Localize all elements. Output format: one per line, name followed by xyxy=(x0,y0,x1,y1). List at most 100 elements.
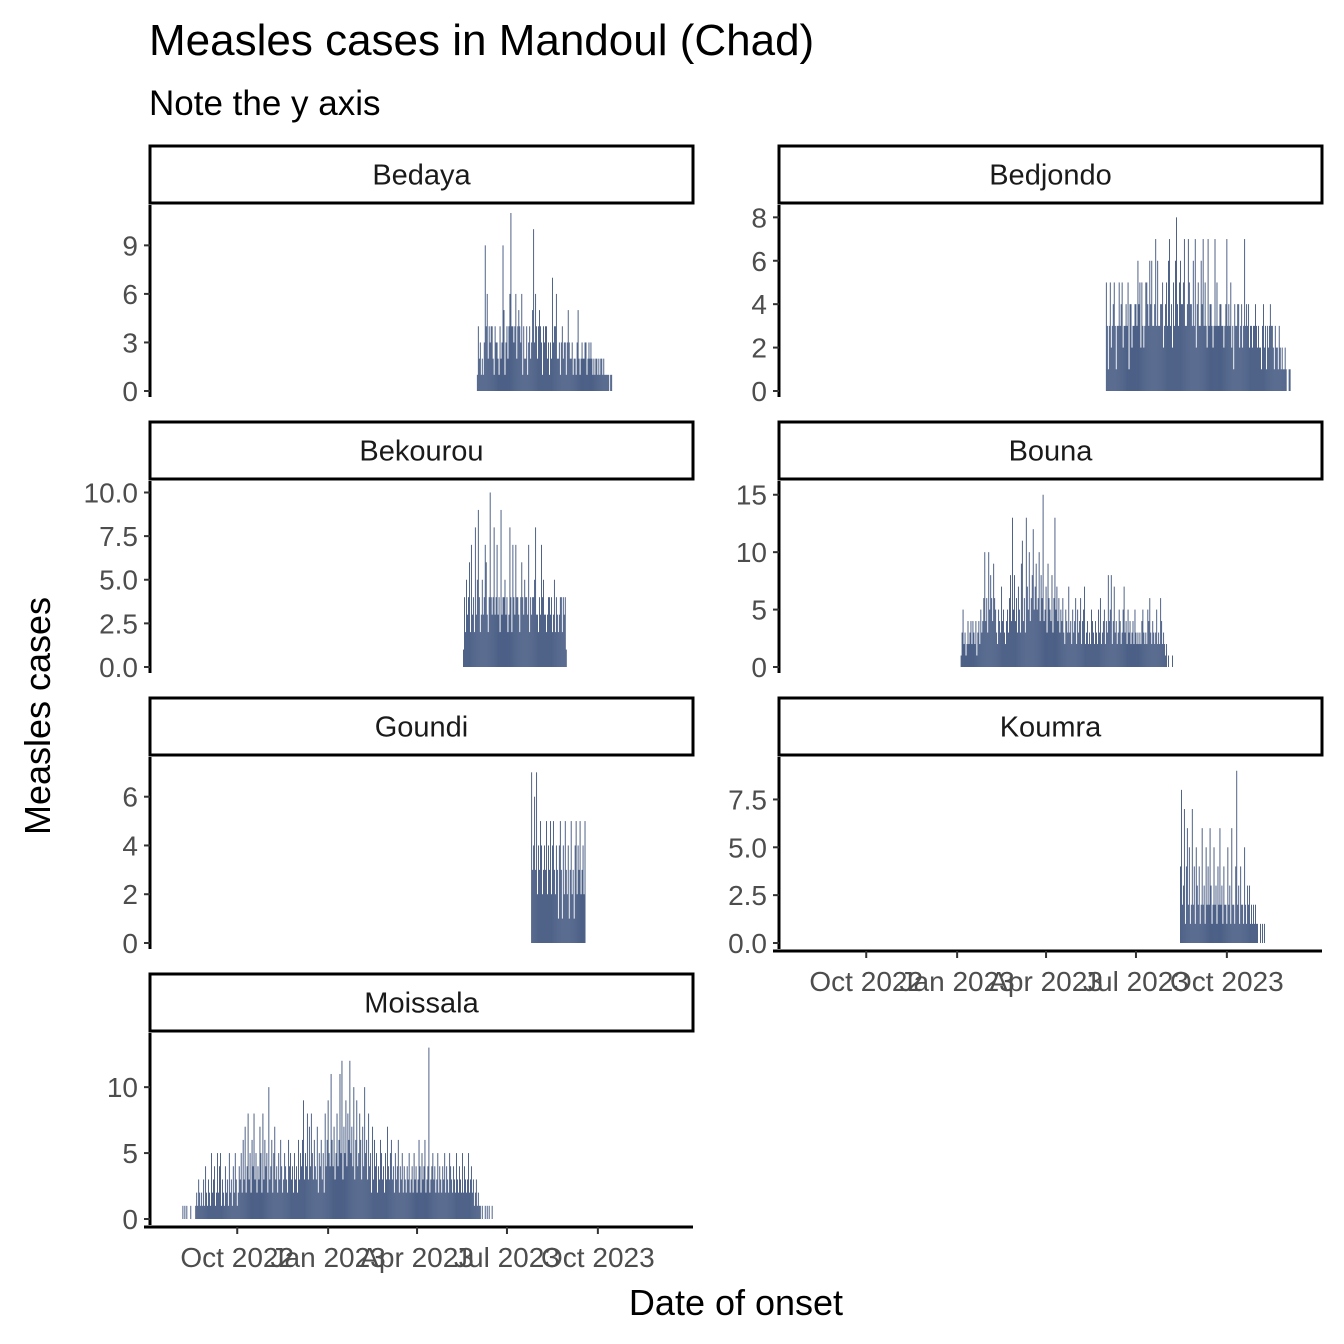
bar xyxy=(548,342,549,391)
bar xyxy=(309,1166,311,1219)
bar xyxy=(397,1139,399,1219)
bar xyxy=(542,894,543,943)
bar xyxy=(391,1179,393,1219)
bar xyxy=(559,821,561,943)
bar xyxy=(1158,325,1160,391)
bar xyxy=(1057,621,1059,667)
y-tick-label: 5 xyxy=(122,1138,138,1169)
bar xyxy=(1191,325,1193,391)
bar xyxy=(1263,923,1265,943)
bar xyxy=(988,552,990,667)
bar xyxy=(1137,632,1139,667)
bar xyxy=(399,1166,401,1219)
bar xyxy=(311,1153,313,1219)
bar xyxy=(969,632,971,667)
bar xyxy=(1094,644,1095,667)
bar xyxy=(993,563,995,667)
bar xyxy=(1155,632,1157,667)
bar xyxy=(483,342,485,391)
bar xyxy=(1018,609,1020,667)
bar xyxy=(574,845,576,943)
bar xyxy=(611,374,613,391)
bar xyxy=(1006,621,1007,667)
bar xyxy=(1210,304,1212,391)
bar xyxy=(963,644,965,667)
bar xyxy=(431,1166,433,1219)
bar xyxy=(584,821,586,943)
bar xyxy=(382,1179,383,1219)
bar xyxy=(195,1205,197,1219)
bar xyxy=(471,1192,473,1219)
bar xyxy=(406,1166,408,1219)
bar xyxy=(525,358,527,391)
bar xyxy=(1008,632,1009,667)
bar xyxy=(255,1153,257,1219)
bar xyxy=(1160,304,1162,391)
bar xyxy=(458,1192,459,1219)
bar xyxy=(1195,847,1197,943)
bar xyxy=(186,1205,188,1219)
bar xyxy=(343,1126,345,1219)
bar xyxy=(426,1179,428,1219)
bar xyxy=(520,597,522,667)
bar xyxy=(336,1113,338,1219)
facet-strip xyxy=(148,972,695,1033)
bar xyxy=(542,597,543,667)
bar xyxy=(1207,866,1209,943)
bar xyxy=(1148,325,1150,391)
x-tick-label: Oct 2023 xyxy=(1170,966,1284,997)
bar xyxy=(337,1166,339,1219)
bar xyxy=(557,918,559,943)
facet-strip xyxy=(777,420,1324,481)
x-tick-label: Oct 2023 xyxy=(541,1242,655,1273)
bar xyxy=(521,293,523,391)
bar xyxy=(533,597,535,667)
bar xyxy=(1247,325,1249,391)
bar xyxy=(1196,885,1198,943)
bar xyxy=(1172,655,1173,667)
bar xyxy=(376,1153,377,1219)
bar xyxy=(366,1139,368,1219)
bar xyxy=(1246,304,1248,391)
bar xyxy=(326,1139,328,1219)
bar xyxy=(209,1192,210,1219)
bar xyxy=(1274,325,1276,391)
bar xyxy=(1182,885,1184,943)
bar xyxy=(1191,809,1193,943)
bar xyxy=(392,1166,394,1219)
bar xyxy=(569,869,571,943)
bar xyxy=(576,894,578,943)
bar xyxy=(464,597,465,667)
bar xyxy=(238,1166,240,1219)
bar xyxy=(511,632,513,667)
bar xyxy=(334,1179,336,1219)
bar xyxy=(1146,644,1148,667)
bar xyxy=(1218,904,1220,943)
bar xyxy=(536,772,538,943)
bar xyxy=(499,326,501,391)
bar xyxy=(1202,239,1204,391)
bar xyxy=(1234,304,1236,391)
bar xyxy=(991,598,993,667)
bar xyxy=(556,614,558,667)
bar xyxy=(1237,904,1239,943)
bar xyxy=(1105,621,1107,667)
bar xyxy=(502,245,504,391)
bar xyxy=(1036,609,1038,667)
bar xyxy=(1226,923,1228,943)
bar xyxy=(465,632,466,667)
bar xyxy=(1200,904,1202,943)
bar xyxy=(1141,282,1143,391)
bar xyxy=(494,326,496,391)
bar xyxy=(1166,282,1168,391)
bar xyxy=(1278,325,1280,391)
bar xyxy=(986,598,988,667)
x-tick-label: Apr 2023 xyxy=(360,1242,474,1273)
bar xyxy=(316,1126,318,1219)
bar xyxy=(488,1205,490,1219)
y-tick-label: 6 xyxy=(122,782,138,813)
bar xyxy=(552,342,554,391)
bar xyxy=(1184,923,1186,943)
bar xyxy=(1122,609,1124,667)
bar xyxy=(1164,644,1166,667)
